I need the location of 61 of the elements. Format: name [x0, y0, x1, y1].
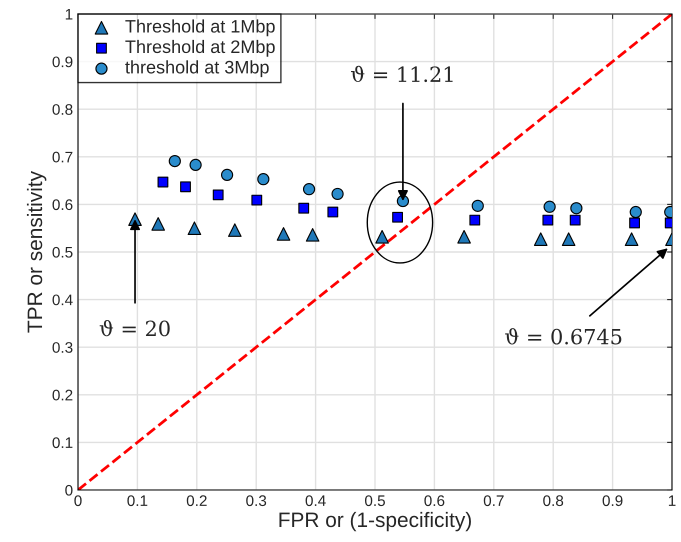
x-tick-label: 1: [668, 495, 676, 506]
y-tick-label: 0.6: [52, 199, 72, 210]
y-tick-label: 0.4: [52, 294, 73, 306]
x-axis-title: FPR or (1-specificity): [279, 512, 471, 532]
x-tick-label: 0.6: [424, 495, 444, 506]
x-tick-label: 0.2: [186, 495, 207, 506]
point: [257, 173, 270, 186]
point: [212, 189, 224, 200]
y-tick-label: 0.9: [52, 56, 72, 68]
y-tick-label: 0.7: [52, 152, 72, 162]
point: [375, 230, 389, 244]
x-tick-label: 0.3: [246, 495, 266, 506]
point: [472, 200, 484, 212]
annotation: ϑ = 0.6745: [505, 328, 622, 345]
annotation: ϑ = 20: [100, 320, 170, 336]
point: [228, 223, 242, 237]
y-axis-title: TPR or sensitivity: [26, 171, 46, 333]
point: [306, 228, 320, 242]
point: [276, 227, 290, 241]
x-tick-label: 0: [74, 495, 82, 506]
point: [151, 217, 165, 231]
y-tick-label: 0.2: [52, 390, 72, 400]
point: [168, 154, 181, 168]
y-tick-label: 0: [65, 484, 73, 496]
point: [158, 176, 168, 188]
point: [624, 232, 638, 246]
point: [629, 218, 640, 228]
y-tick-label: 1: [66, 9, 72, 20]
point: [630, 206, 642, 218]
x-tick-label: 0.4: [306, 495, 326, 506]
point: [188, 221, 202, 236]
point: [180, 181, 191, 192]
y-tick-label: 0.3: [52, 342, 72, 353]
x-tick-label: 0.7: [484, 495, 504, 506]
legend-label: Threshold at 1Mbp: [125, 19, 275, 36]
point: [562, 232, 576, 246]
point: [469, 214, 480, 226]
point: [542, 214, 554, 226]
point: [251, 194, 262, 206]
point: [534, 232, 548, 246]
y-tick-label: 0.5: [52, 246, 72, 258]
point: [220, 168, 234, 181]
point: [327, 206, 338, 218]
y-tick-label: 0.1: [52, 437, 72, 448]
annotation: ϑ = 11.21: [351, 66, 453, 82]
point: [457, 230, 471, 244]
point: [298, 202, 310, 214]
legend-label: Threshold at 2Mbp: [125, 40, 275, 57]
point: [570, 214, 581, 226]
x-tick-label: 0.1: [127, 495, 148, 506]
point: [302, 183, 316, 196]
y-tick-label: 0.8: [52, 104, 72, 115]
point: [570, 202, 582, 214]
point: [544, 200, 556, 213]
point: [331, 188, 344, 200]
x-tick-label: 0.9: [602, 495, 622, 506]
point: [190, 158, 202, 171]
x-tick-label: 0.5: [364, 495, 385, 506]
legend-label: threshold at 3Mbp: [125, 60, 269, 78]
point: [392, 212, 403, 223]
x-tick-label: 0.8: [543, 495, 564, 506]
